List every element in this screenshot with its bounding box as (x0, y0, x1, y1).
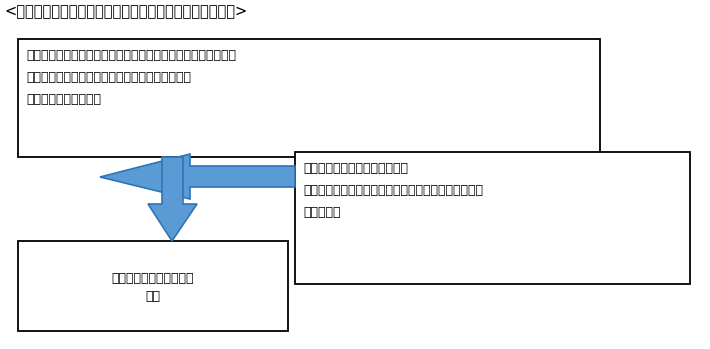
Text: 金利（ＳＮ４号、危機関連）１．３％、（普通: 金利（ＳＮ４号、危機関連）１．３％、（普通 (26, 71, 191, 84)
Polygon shape (100, 154, 295, 199)
Text: 事業者（実質３年間無利: 事業者（実質３年間無利 (111, 272, 195, 284)
Text: <新型コロナウイルス感染症対策貸付金利子助成事業概要>: <新型コロナウイルス感染症対策貸付金利子助成事業概要> (5, 4, 248, 19)
Bar (18, 241, 288, 331)
Text: ）１．４％: ）１．４％ (303, 206, 341, 219)
Polygon shape (148, 157, 197, 241)
Text: 子）: 子） (146, 290, 160, 303)
Text: 市が償還利子を助成（３年間）: 市が償還利子を助成（３年間） (303, 162, 408, 175)
Text: 静岡県経済変動対策貸付（新型コロナウイルス感染症対応枠）: 静岡県経済変動対策貸付（新型コロナウイルス感染症対応枠） (26, 49, 236, 62)
Text: 、ＳＮ５号）１．４％: 、ＳＮ５号）１．４％ (26, 93, 101, 106)
Bar (18, 39, 600, 157)
Bar (295, 152, 690, 284)
Text: （ＳＮ４号、危機関連）１．３％、（普通、ＳＮ５号: （ＳＮ４号、危機関連）１．３％、（普通、ＳＮ５号 (303, 184, 483, 197)
